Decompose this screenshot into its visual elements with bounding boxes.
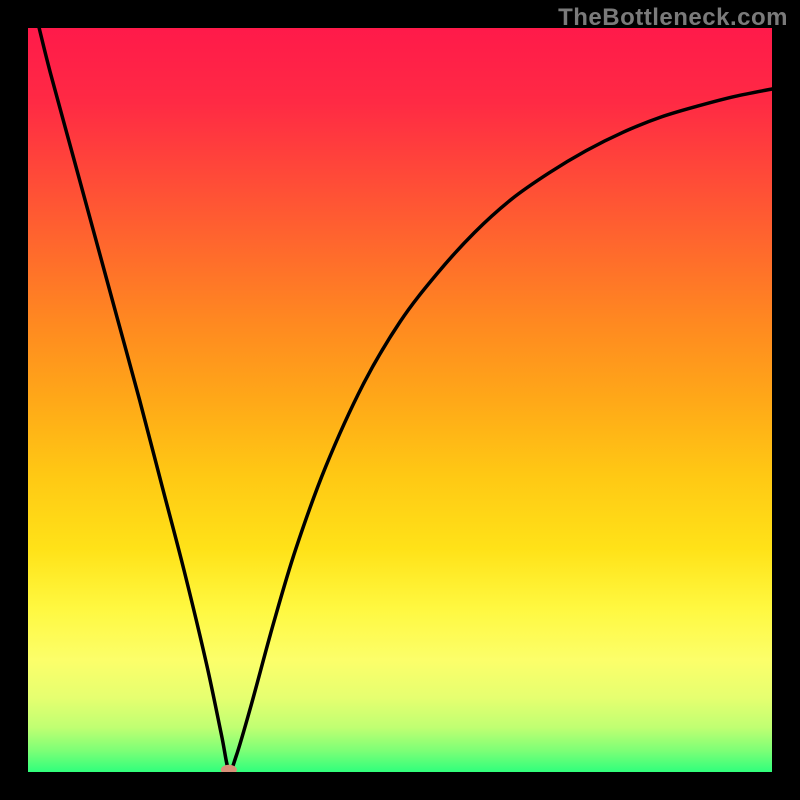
watermark-text: TheBottleneck.com xyxy=(558,4,788,32)
bottleneck-chart xyxy=(0,0,800,800)
chart-container: TheBottleneck.com xyxy=(0,0,800,800)
